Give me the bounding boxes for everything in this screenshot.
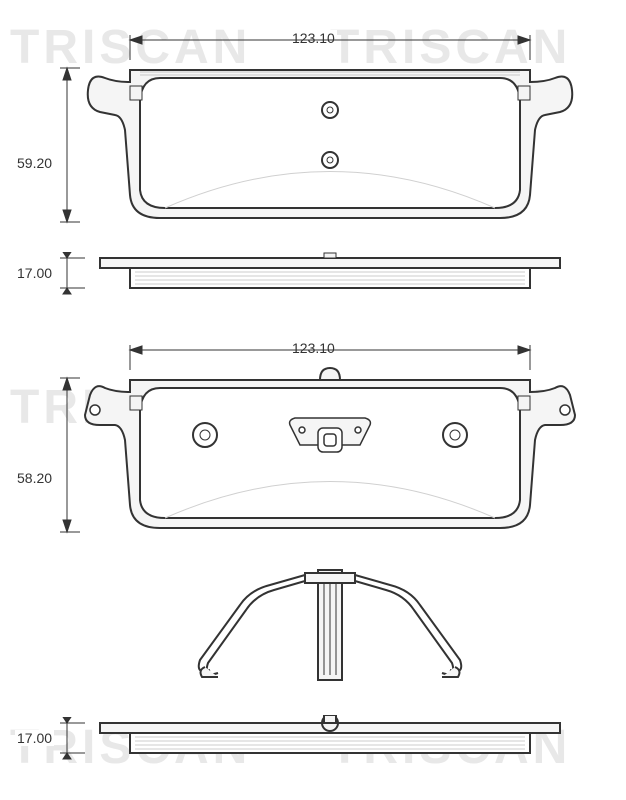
dim-top-thickness: 17.00: [15, 265, 54, 281]
top-pad-side-view: [80, 250, 580, 300]
bottom-pad-front-view: [80, 340, 580, 540]
spring-clip: [190, 555, 470, 695]
bottom-height-dim: [55, 375, 80, 540]
dim-bottom-height: 58.20: [15, 470, 54, 486]
top-height-dim: [55, 65, 80, 230]
dim-top-height: 59.20: [15, 155, 54, 171]
bottom-pad-side-view: [80, 715, 580, 765]
top-thick-dim: [55, 252, 85, 297]
top-pad-front-view: [80, 30, 580, 230]
bottom-thick-dim: [55, 717, 85, 762]
dim-bottom-thickness: 17.00: [15, 730, 54, 746]
